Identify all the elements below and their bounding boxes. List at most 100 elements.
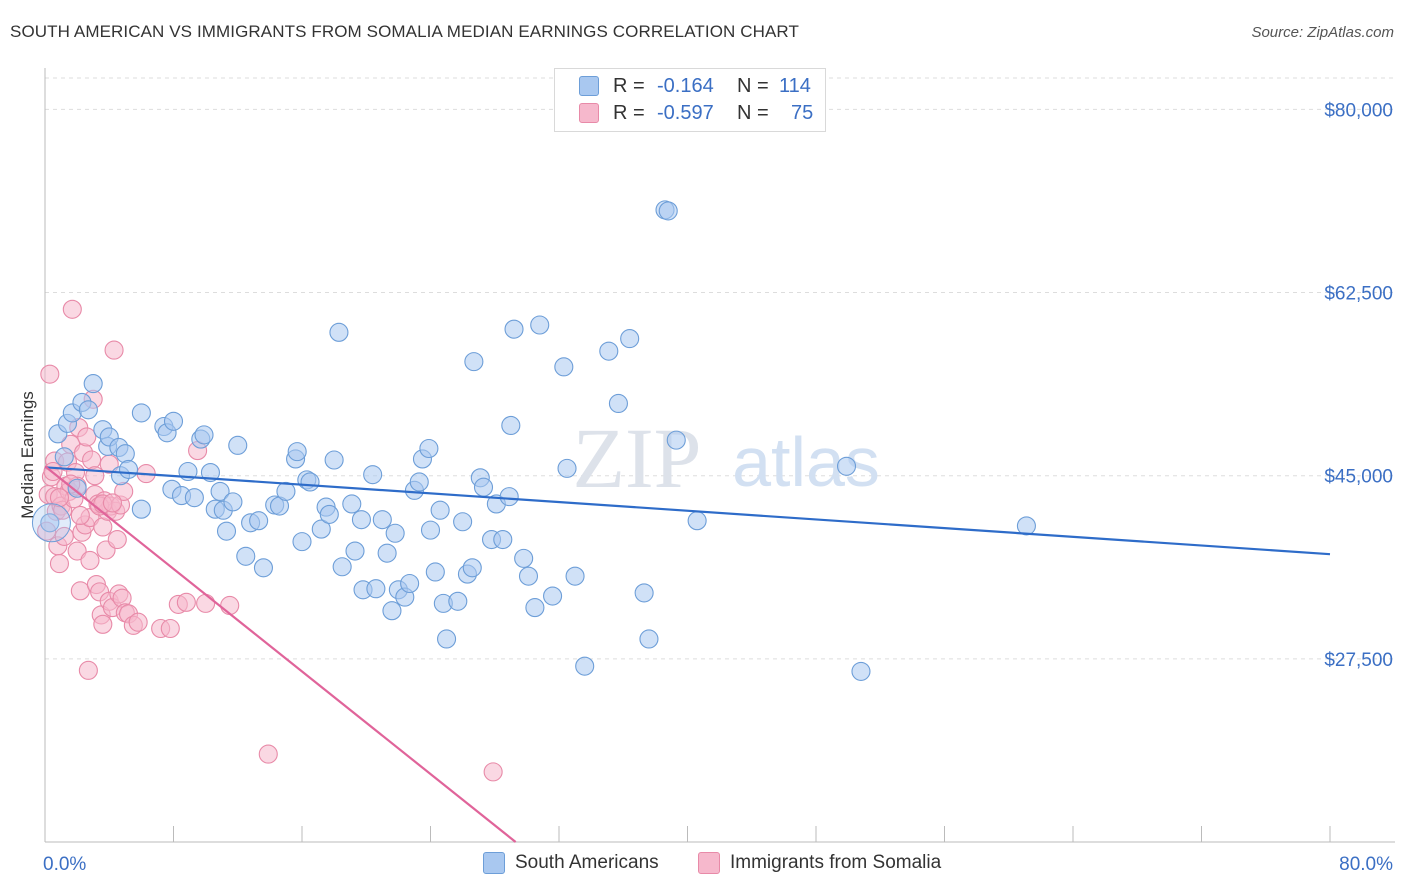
somalia-points	[37, 299, 503, 782]
south-american-point	[363, 465, 383, 485]
south-american-point	[78, 400, 98, 420]
south-american-point	[253, 558, 274, 578]
south-american-point	[351, 510, 371, 530]
somalia-point	[196, 593, 216, 613]
bottom-legend-swatch-blue	[483, 852, 505, 874]
south-american-point	[499, 487, 519, 507]
south-american-point	[687, 511, 707, 531]
south-american-point	[666, 430, 686, 450]
south-american-point	[324, 450, 344, 470]
south-american-point	[115, 444, 135, 464]
south-american-point	[501, 415, 521, 436]
south-american-point	[634, 583, 654, 603]
south-american-point	[40, 513, 60, 533]
south-american-point	[419, 438, 439, 459]
somalia-point	[220, 595, 240, 616]
south-american-point	[342, 494, 362, 514]
south-american-point	[658, 201, 678, 221]
south-american-point	[366, 579, 386, 599]
south-american-point	[608, 393, 628, 414]
somalia-point	[67, 541, 87, 561]
somalia-point	[49, 488, 70, 508]
south-american-points	[31, 200, 1036, 681]
bottom-legend-somalia[interactable]: Immigrants from Somalia	[698, 852, 941, 874]
south-american-point	[287, 442, 307, 462]
south-american-point	[462, 558, 482, 578]
somalia-point	[82, 450, 102, 470]
south-american-point	[236, 546, 256, 566]
y-tick-label: $80,000	[1324, 100, 1393, 121]
south-american-point	[530, 315, 550, 335]
south-american-point	[620, 329, 640, 349]
bottom-legend-swatch-pink	[698, 852, 720, 874]
south-american-point	[118, 459, 139, 479]
south-american-point	[194, 425, 214, 445]
south-american-trend-line	[44, 466, 1331, 556]
south-american-point	[851, 661, 871, 681]
somalia-point	[104, 340, 124, 360]
somalia-point	[93, 614, 113, 634]
somalia-point	[128, 612, 148, 632]
bottom-legend-label: Immigrants from Somalia	[730, 852, 942, 873]
legend-r-value: -0.597	[657, 101, 714, 124]
south-american-point	[228, 435, 248, 455]
legend-n-value: 75	[791, 101, 814, 124]
watermark: ZIP atlas	[573, 410, 880, 506]
south-american-point	[836, 456, 857, 476]
south-american-point	[163, 411, 184, 431]
somalia-point	[258, 744, 278, 764]
somalia-point	[40, 364, 60, 384]
legend-row-south-americans: R = -0.164 N = 114	[579, 73, 811, 99]
grid-layer	[45, 77, 1395, 660]
south-american-point	[639, 629, 659, 649]
south-american-point	[200, 463, 220, 483]
watermark-zip: ZIP	[573, 410, 702, 506]
y-tick-label: $27,500	[1324, 650, 1393, 671]
bottom-legend-south-americans[interactable]: South Americans	[483, 852, 659, 874]
south-american-point	[292, 532, 312, 552]
south-american-point	[210, 481, 230, 501]
south-american-point	[599, 341, 619, 361]
legend-r-label: R =	[613, 74, 645, 97]
x-tick-label: 80.0%	[1339, 854, 1393, 875]
somalia-point	[78, 660, 98, 680]
somalia-point	[107, 529, 127, 550]
axis-layer	[44, 68, 1395, 843]
x-tick-label: 0.0%	[43, 854, 86, 875]
y-axis-label: Median Earnings	[18, 391, 37, 519]
south-american-point	[554, 357, 574, 377]
y-tick-label: $45,000	[1324, 467, 1393, 488]
correlation-legend: R = -0.164 N = 114 R = -0.597 N = 75	[554, 68, 826, 132]
somalia-point	[176, 592, 196, 612]
watermark-atlas: atlas	[732, 423, 880, 501]
legend-swatch-pink	[579, 103, 599, 123]
south-american-point-large	[31, 503, 71, 543]
south-american-point	[430, 500, 450, 520]
south-american-point	[67, 478, 87, 498]
south-american-point	[1016, 516, 1036, 536]
south-american-point	[329, 322, 349, 342]
south-american-point	[575, 656, 595, 676]
legend-n-label: N =	[737, 74, 769, 97]
south-american-point	[332, 557, 352, 577]
south-american-point	[184, 488, 204, 508]
south-american-point	[453, 512, 473, 532]
south-american-point	[525, 598, 545, 618]
south-american-point	[518, 566, 539, 586]
south-american-point	[385, 523, 405, 543]
south-american-point	[372, 510, 392, 530]
somalia-point	[483, 762, 503, 782]
y-tick-label: $62,500	[1324, 284, 1393, 305]
south-american-point	[420, 520, 441, 540]
legend-n-value: 114	[779, 74, 811, 97]
legend-swatch-blue	[579, 76, 599, 96]
legend-r-value: -0.164	[657, 74, 714, 97]
legend-row-somalia: R = -0.597 N = 75	[579, 100, 813, 126]
somalia-trend-line	[44, 465, 517, 843]
legend-n-label: N =	[737, 101, 769, 124]
south-american-point	[565, 566, 585, 586]
south-american-point	[464, 352, 484, 372]
somalia-point	[77, 427, 97, 447]
south-american-point	[54, 447, 74, 467]
